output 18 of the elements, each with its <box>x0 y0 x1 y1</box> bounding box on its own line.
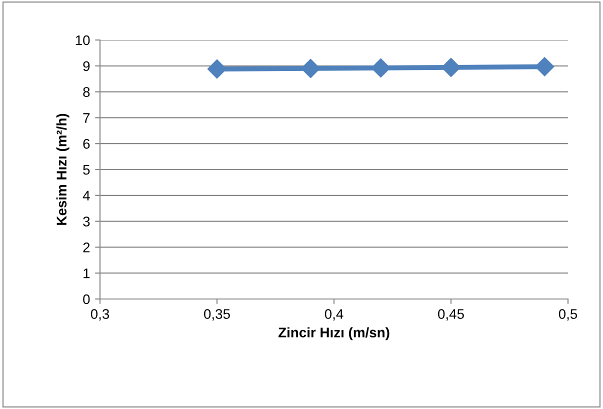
y-tick-label: 8 <box>83 87 90 97</box>
y-tick-label: 4 <box>82 190 90 200</box>
x-tick-label: 0,3 <box>90 309 110 321</box>
y-tick-label: 3 <box>83 216 90 226</box>
y-axis-title: Kesim Hızı (m²/h) <box>56 114 70 225</box>
x-tick-label: 0,35 <box>204 309 230 321</box>
y-tick-label: 0 <box>83 294 90 304</box>
x-tick-label: 0,4 <box>324 309 344 321</box>
y-tick-label: 9 <box>83 61 90 72</box>
y-tick-label: 1 <box>84 268 90 278</box>
x-tick-label: 0,5 <box>558 309 578 321</box>
y-tick-label: 7 <box>83 113 90 123</box>
x-tick-label: 0,45 <box>438 309 464 321</box>
x-axis-title: Zincir Hızı (m/sn) <box>278 327 390 340</box>
y-tick-label: 6 <box>83 138 90 149</box>
y-tick-label: 5 <box>83 164 90 175</box>
y-tick-label: 2 <box>83 242 90 252</box>
y-tick-label: 10 <box>76 35 90 46</box>
